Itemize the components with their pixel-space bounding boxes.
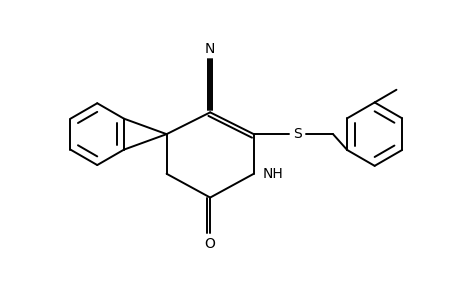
- Text: NH: NH: [262, 167, 283, 181]
- Text: N: N: [205, 42, 215, 56]
- Text: O: O: [204, 237, 215, 251]
- Text: S: S: [292, 127, 301, 141]
